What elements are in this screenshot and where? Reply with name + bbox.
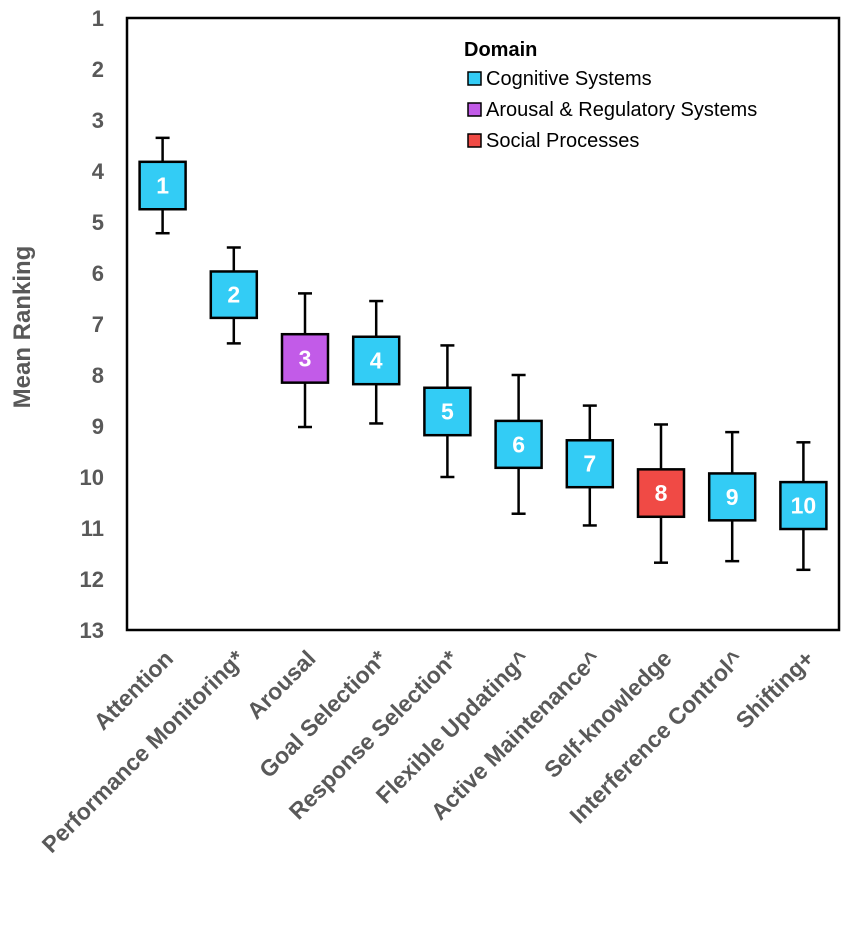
box bbox=[209, 270, 259, 320]
legend-label: Social Processes bbox=[486, 130, 639, 152]
rank-label: 4 bbox=[370, 347, 383, 373]
box bbox=[565, 439, 615, 489]
legend-swatch bbox=[467, 71, 482, 86]
box-item: 2 bbox=[209, 246, 259, 345]
legend-swatch bbox=[467, 102, 482, 117]
box bbox=[779, 480, 828, 531]
rank-label: 1 bbox=[156, 173, 169, 199]
box-item: 10 bbox=[779, 441, 828, 572]
box bbox=[707, 472, 757, 522]
y-tick-label: 10 bbox=[80, 465, 104, 490]
y-tick-label: 13 bbox=[80, 618, 104, 643]
y-tick-label: 12 bbox=[80, 567, 104, 592]
y-tick-label: 7 bbox=[92, 312, 104, 337]
box-item: 7 bbox=[565, 404, 615, 527]
rank-label: 9 bbox=[726, 484, 739, 510]
legend-title: Domain bbox=[464, 39, 537, 61]
box-item: 8 bbox=[636, 423, 686, 564]
y-tick-label: 9 bbox=[92, 414, 104, 439]
legend: Domain Cognitive Systems Arousal & Regula… bbox=[464, 39, 757, 152]
rank-label: 3 bbox=[299, 345, 312, 371]
y-tick-label: 4 bbox=[92, 159, 105, 184]
box bbox=[494, 419, 543, 470]
box-item: 3 bbox=[280, 292, 330, 429]
box bbox=[351, 335, 401, 386]
y-tick-label: 6 bbox=[92, 261, 104, 286]
legend-swatch bbox=[467, 133, 482, 148]
box-item: 5 bbox=[423, 344, 472, 479]
box-item: 1 bbox=[138, 136, 187, 235]
plot-frame bbox=[125, 16, 841, 632]
box-series: 1 2 3 4 5 6 7 8 9 10 bbox=[138, 136, 828, 572]
box bbox=[423, 386, 472, 437]
rank-label: 10 bbox=[791, 493, 817, 519]
rank-label: 6 bbox=[512, 431, 525, 457]
category-label: Shifting+ bbox=[731, 645, 819, 733]
y-tick-label: 1 bbox=[92, 6, 104, 31]
box-item: 6 bbox=[494, 373, 543, 515]
y-tick-label: 2 bbox=[92, 57, 104, 82]
box bbox=[138, 160, 187, 211]
box-item: 9 bbox=[707, 430, 757, 563]
rank-label: 2 bbox=[227, 282, 240, 308]
box bbox=[636, 468, 686, 519]
legend-label: Arousal & Regulatory Systems bbox=[486, 99, 757, 121]
box bbox=[280, 332, 330, 384]
rank-label: 7 bbox=[583, 451, 596, 477]
y-tick-label: 5 bbox=[92, 210, 104, 235]
box-item: 4 bbox=[351, 299, 401, 425]
y-axis-label: Mean Ranking bbox=[9, 246, 36, 409]
legend-label: Cognitive Systems bbox=[486, 68, 652, 90]
y-tick-label: 11 bbox=[81, 516, 104, 541]
category-label: Self-knowledge bbox=[539, 645, 677, 783]
category-label: Goal Selection* bbox=[254, 645, 392, 783]
rank-label: 8 bbox=[655, 480, 668, 506]
y-tick-label: 3 bbox=[92, 108, 104, 133]
rank-label: 5 bbox=[441, 398, 454, 424]
y-tick-label: 8 bbox=[92, 363, 104, 388]
